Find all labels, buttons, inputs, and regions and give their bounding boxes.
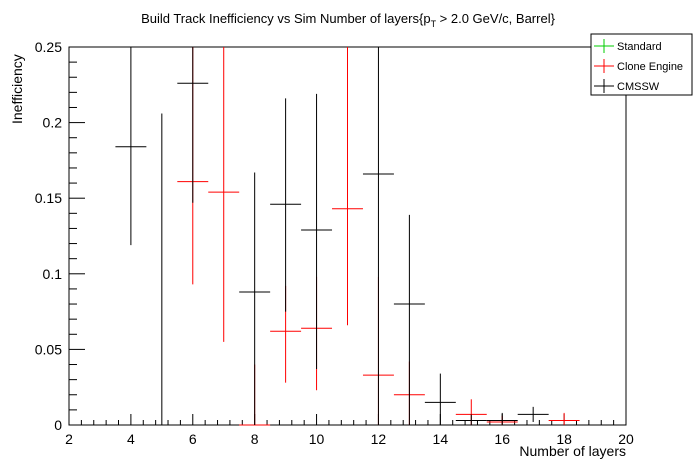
x-axis-label: Number of layers	[519, 443, 626, 459]
x-tick-label: 20	[618, 431, 634, 447]
x-tick-label: 10	[309, 431, 325, 447]
x-tick-label: 12	[371, 431, 387, 447]
x-tick-label: 2	[65, 431, 73, 447]
legend-entry-cmssw: CMSSW	[594, 79, 660, 93]
y-tick-label: 0.2	[43, 115, 63, 131]
x-tick-label: 6	[189, 431, 197, 447]
y-tick-label: 0.1	[43, 266, 63, 282]
y-axis-label: Inefficiency	[9, 54, 25, 124]
legend-label: Clone Engine	[617, 61, 683, 73]
series-layer	[115, 47, 580, 426]
legend-box	[590, 33, 693, 96]
y-tick-label: 0.25	[35, 39, 62, 55]
chart-title-pre: Build Track Inefficiency vs Sim Number o…	[141, 11, 431, 26]
y-tick-label: 0.15	[35, 190, 62, 206]
chart-title: Build Track Inefficiency vs Sim Number o…	[141, 11, 556, 29]
x-tick-label: 4	[127, 431, 135, 447]
y-tick-label: 0.05	[35, 341, 62, 357]
axes: 2 4 6 8 10 12 14 16 18 20 0 0.05 0.1 0.15 0.2 0.25	[35, 39, 634, 447]
x-tick-label: 14	[433, 431, 449, 447]
series-cmssw	[115, 47, 549, 426]
legend: Standard Clone Engine CMSSW	[590, 33, 693, 96]
x-tick-label: 8	[251, 431, 259, 447]
y-tick-label: 0	[54, 417, 62, 433]
chart-title-post: > 2.0 GeV/c, Barrel}	[436, 11, 556, 26]
legend-label: Standard	[617, 41, 662, 53]
legend-entry-clone-engine: Clone Engine	[594, 59, 683, 73]
x-tick-label: 16	[494, 431, 510, 447]
x-tick-label: 18	[556, 431, 572, 447]
legend-entry-standard: Standard	[594, 39, 662, 53]
legend-label: CMSSW	[617, 81, 660, 93]
chart-title-subscript: T	[431, 19, 437, 29]
